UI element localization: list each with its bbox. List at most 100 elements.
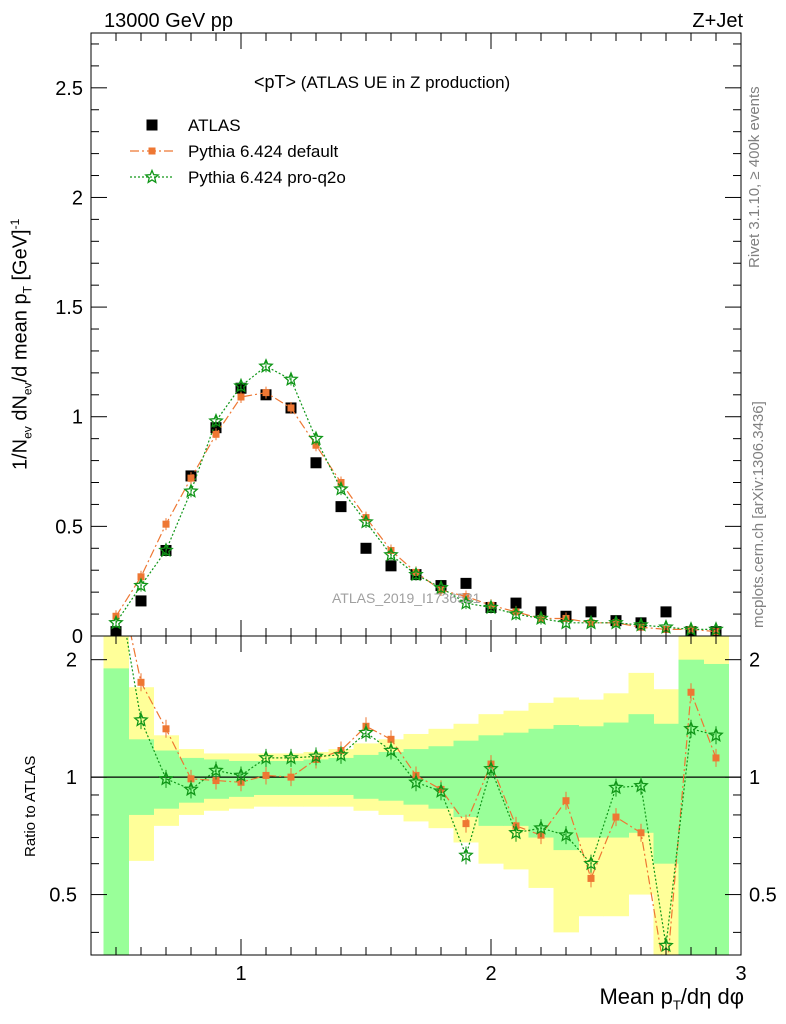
ratio-data-point xyxy=(508,824,524,840)
main-data-point xyxy=(283,371,299,387)
main-data-point xyxy=(510,597,522,609)
ratio-data-point xyxy=(308,748,324,764)
ratio-band-bin xyxy=(453,740,479,818)
ratio-data-point xyxy=(258,749,274,765)
ratio-y-tick-label-right: 2 xyxy=(749,650,760,672)
ratio-data-point xyxy=(562,797,570,805)
main-data-point xyxy=(287,404,295,412)
ratio-data-point xyxy=(208,762,224,778)
main-data-point xyxy=(137,573,145,581)
main-data-point xyxy=(385,560,397,572)
ratio-y-tick-label-left: 2 xyxy=(66,650,77,672)
main-data-point xyxy=(585,606,597,618)
main-y-tick-label: 1.5 xyxy=(55,297,83,319)
ratio-bands-layer xyxy=(103,636,729,955)
main-data-point xyxy=(212,430,220,438)
ratio-data-point xyxy=(110,568,122,580)
main-data-point xyxy=(458,594,474,610)
ratio-band-bin xyxy=(328,757,354,795)
ratio-data-point xyxy=(687,688,695,696)
main-data-point xyxy=(660,606,672,618)
main-data-point xyxy=(308,430,324,446)
x-axis-label: Mean pT/dη dφ xyxy=(599,984,744,1013)
ratio-data-point xyxy=(187,775,195,783)
ratio-data-point xyxy=(633,777,649,793)
chart-title: <pT> (ATLAS UE in Z production) xyxy=(254,72,510,93)
x-tick-label: 1 xyxy=(235,963,246,985)
ratio-data-point xyxy=(113,561,120,568)
rivet-info-label: Rivet 3.1.10, ≥ 400k events xyxy=(746,86,763,268)
main-data-point xyxy=(133,577,149,593)
legend-label: Pythia 6.424 default xyxy=(188,142,339,161)
main-data-point xyxy=(433,579,449,595)
ratio-data-point xyxy=(612,813,620,821)
main-data-point xyxy=(508,605,524,621)
ratio-data-point xyxy=(212,777,220,785)
ratio-data-point xyxy=(708,727,724,742)
ratio-data-point xyxy=(333,746,349,762)
main-data-point xyxy=(583,614,599,630)
main-data-point xyxy=(210,422,222,434)
main-y-tick-label: 2.5 xyxy=(55,78,83,100)
legend-layer: ATLAS Pythia 6.424 default Pythia 6.424 pr… xyxy=(130,116,346,187)
ratio-band-bin xyxy=(653,723,679,864)
main-data-point xyxy=(233,377,249,393)
x-tick-label: 2 xyxy=(485,963,496,985)
ratio-data-point xyxy=(433,783,449,798)
main-data-point xyxy=(358,513,374,529)
main-data-point xyxy=(360,542,372,554)
main-data-point xyxy=(158,542,174,558)
ratio-data-point xyxy=(383,742,399,758)
main-data-point xyxy=(108,614,124,630)
main-data-point xyxy=(258,358,274,373)
ratio-data-point xyxy=(262,771,270,779)
header-collision-label: 13000 GeV pp xyxy=(104,10,233,32)
ratio-data-point xyxy=(458,847,474,863)
main-data-point xyxy=(335,501,347,513)
main-data-point xyxy=(262,389,270,397)
ratio-data-point xyxy=(283,749,299,765)
ratio-y-tick-label-left: 0.5 xyxy=(49,885,77,907)
main-y-tick-label: 1 xyxy=(72,407,83,429)
main-y-tick-label: 2 xyxy=(72,187,83,209)
main-data-point xyxy=(608,614,624,630)
ticks-layer: 1 2 3 0 0.5 1 1.5 2 2.5 0.5 0.5 1 1 2 2 xyxy=(49,33,777,985)
ratio-data-point xyxy=(183,781,199,797)
main-data-point xyxy=(187,474,195,482)
ratio-band-bin xyxy=(478,735,504,826)
main-data-point xyxy=(208,412,224,428)
ratio-data-point xyxy=(637,829,645,837)
ratio-y-axis-label: Ratio to ATLAS xyxy=(22,755,39,857)
ratio-data-point xyxy=(712,754,720,762)
ratio-band-bin xyxy=(678,659,704,955)
ratio-data-point xyxy=(483,760,499,776)
ratio-data-point xyxy=(358,724,374,740)
main-data-point xyxy=(383,546,399,562)
main-data-point xyxy=(310,457,322,469)
chart-title-main: <pT> xyxy=(254,72,297,92)
main-data-point xyxy=(237,393,245,401)
legend-label: Pythia 6.424 pro-q2o xyxy=(188,168,346,187)
analysis-watermark: ATLAS_2019_I1736531 xyxy=(332,590,481,606)
main-y-axis-label: 1/Nev dNev/d mean pT [GeV]-1 xyxy=(8,218,35,470)
main-y-tick-label: 0.5 xyxy=(55,516,83,538)
main-data-point xyxy=(183,483,199,498)
main-data-point xyxy=(312,441,320,449)
ratio-band-bin xyxy=(378,751,404,801)
main-data-point xyxy=(460,577,472,589)
ratio-data-point xyxy=(583,855,599,871)
ratio-data-point xyxy=(558,827,574,842)
ratio-data-point xyxy=(137,678,145,686)
main-data-point xyxy=(558,614,574,630)
ratio-data-point xyxy=(608,779,624,795)
legend-marker xyxy=(144,168,160,184)
ratio-y-tick-label-right: 1 xyxy=(749,767,760,789)
main-data-point xyxy=(408,566,424,582)
header-process-label: Z+Jet xyxy=(692,10,743,32)
main-data-point xyxy=(533,610,549,626)
ratio-data-point xyxy=(158,770,174,786)
ratio-data-point xyxy=(408,774,424,789)
ratio-data-point xyxy=(133,711,149,727)
ratio-band-bin xyxy=(578,726,604,838)
